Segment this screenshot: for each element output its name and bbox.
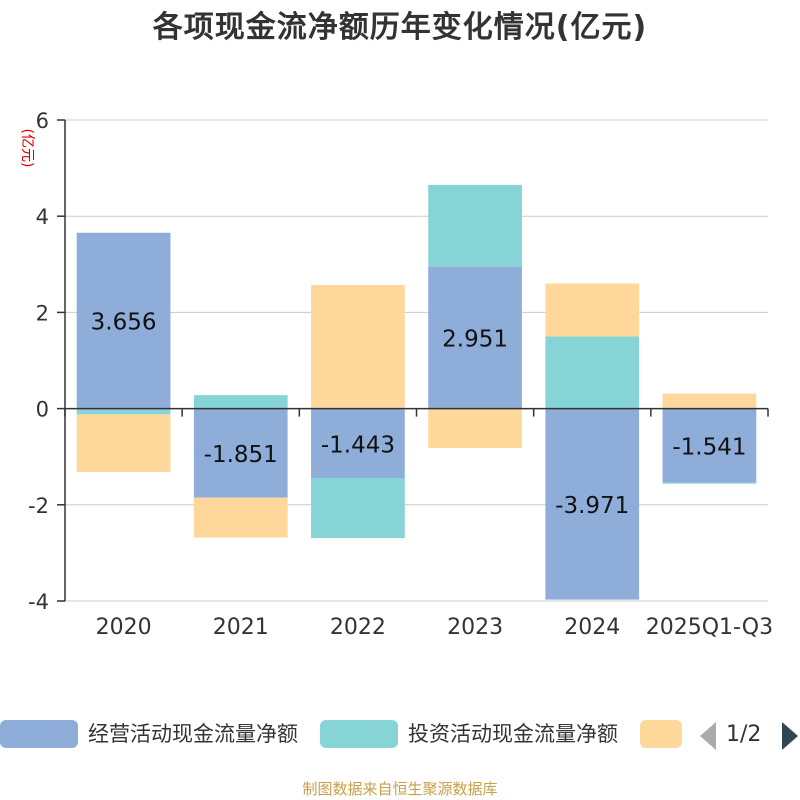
legend-prev-page-icon[interactable] [700, 722, 716, 750]
data-label: -1.443 [321, 432, 395, 458]
bar-operating-2020 [76, 232, 171, 409]
legend: 经营活动现金流量净额 投资活动现金流量净额 [0, 712, 800, 756]
bar-investing-2020 [76, 408, 171, 415]
x-tick-label: 2023 [447, 615, 503, 640]
bar-investing-2024 [545, 336, 640, 409]
bar-operating-2022 [311, 408, 405, 479]
bar-financing-2020 [76, 414, 171, 473]
legend-label-investing: 投资活动现金流量净额 [408, 722, 618, 746]
bar-financing-2023 [428, 408, 522, 449]
bar-operating-2023 [428, 266, 522, 409]
legend-swatch-investing [320, 720, 398, 748]
x-tick-label: 2020 [96, 615, 152, 640]
bar-investing-2023 [428, 184, 522, 267]
x-tick-label: 2021 [213, 615, 269, 640]
chart-canvas: -4 -2 0 2 4 6 3.656 -1.851 -1.443 2.951 -3.971 -1.5… [28, 109, 773, 640]
bar-investing-2021 [193, 395, 288, 409]
bar-operating-2024 [545, 408, 640, 600]
x-tick-label: 2025Q1-Q3 [646, 615, 773, 640]
x-tick-label: 2022 [330, 615, 386, 640]
chart-title: 各项现金流净额历年变化情况(亿元) [152, 10, 648, 45]
data-label: 3.656 [91, 310, 157, 336]
data-label: -1.541 [672, 435, 746, 461]
y-tick-label: 0 [36, 398, 49, 422]
bar-operating-2021 [193, 408, 288, 498]
x-tick-label: 2024 [564, 615, 620, 640]
bar-financing-2021 [193, 497, 288, 538]
bar-investing-2025Q1-Q3 [662, 482, 757, 484]
y-tick-label: -2 [28, 494, 49, 518]
data-label: -3.971 [555, 493, 629, 519]
bar-financing-2024 [545, 283, 640, 337]
legend-swatch-financing [640, 720, 682, 748]
y-tick-label: 2 [36, 301, 49, 325]
y-tick-label: 4 [36, 205, 49, 229]
data-source-note: 制图数据来自恒生聚源数据库 [302, 780, 498, 798]
bar-investing-2022 [311, 478, 405, 539]
bar-financing-2022 [311, 284, 405, 409]
legend-page-indicator: 1/2 [726, 722, 762, 747]
bar-operating-2025Q1-Q3 [662, 408, 757, 483]
data-label: -1.851 [204, 442, 278, 468]
data-label: 2.951 [442, 327, 508, 353]
y-tick-label: 6 [36, 109, 49, 133]
legend-label-operating: 经营活动现金流量净额 [88, 722, 298, 746]
legend-next-page-icon[interactable] [782, 722, 798, 750]
y-tick-label: -4 [28, 590, 49, 614]
legend-swatch-operating [0, 720, 78, 748]
bar-financing-2025Q1-Q3 [662, 393, 757, 409]
